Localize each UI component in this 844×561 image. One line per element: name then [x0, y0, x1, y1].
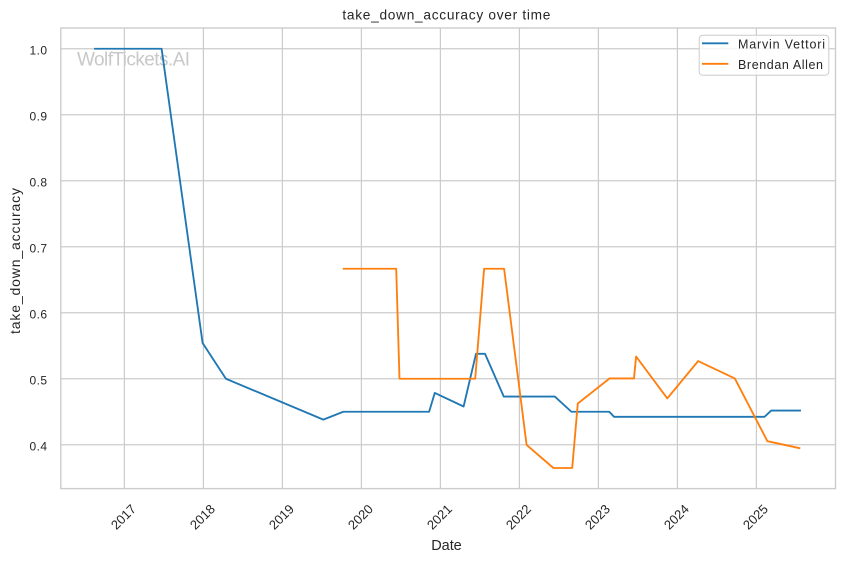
- svg-text:0.5: 0.5: [30, 373, 48, 387]
- svg-text:2020: 2020: [345, 501, 376, 532]
- svg-text:0.7: 0.7: [30, 241, 48, 255]
- svg-text:2017: 2017: [108, 501, 139, 532]
- svg-text:Brendan Allen: Brendan Allen: [738, 58, 823, 72]
- svg-text:0.8: 0.8: [30, 175, 48, 189]
- svg-text:2021: 2021: [424, 501, 455, 532]
- svg-text:2018: 2018: [187, 501, 218, 532]
- svg-text:2019: 2019: [266, 501, 297, 532]
- svg-text:WolfTickets.AI: WolfTickets.AI: [77, 50, 190, 71]
- svg-text:0.6: 0.6: [30, 307, 48, 321]
- svg-text:take_down_accuracy: take_down_accuracy: [7, 188, 23, 334]
- svg-text:2024: 2024: [661, 501, 692, 532]
- svg-text:Date: Date: [431, 538, 462, 554]
- svg-text:2022: 2022: [503, 501, 534, 532]
- svg-text:2025: 2025: [740, 501, 771, 532]
- svg-text:2023: 2023: [582, 501, 613, 532]
- svg-text:1.0: 1.0: [30, 43, 48, 57]
- svg-text:take_down_accuracy over time: take_down_accuracy over time: [342, 7, 550, 22]
- svg-text:0.4: 0.4: [30, 439, 48, 453]
- svg-text:0.9: 0.9: [30, 109, 48, 123]
- svg-text:Marvin Vettori: Marvin Vettori: [738, 38, 825, 52]
